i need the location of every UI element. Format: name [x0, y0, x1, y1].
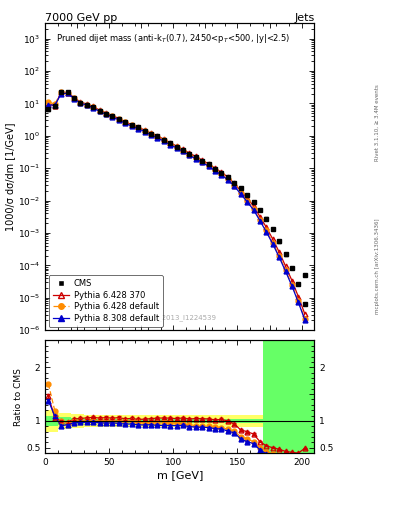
- Bar: [199, 415, 212, 427]
- Bar: [96, 419, 109, 422]
- Bar: [173, 415, 186, 427]
- Bar: [276, 340, 289, 453]
- Bar: [289, 340, 301, 453]
- Bar: [148, 415, 161, 427]
- Bar: [199, 419, 212, 422]
- Bar: [96, 415, 109, 427]
- Bar: [263, 340, 276, 453]
- Bar: [71, 414, 84, 428]
- Bar: [212, 419, 225, 422]
- Bar: [250, 419, 263, 422]
- Bar: [212, 415, 225, 427]
- Bar: [58, 413, 71, 429]
- Text: 7000 GeV pp: 7000 GeV pp: [45, 13, 118, 23]
- Bar: [263, 340, 276, 453]
- Text: Rivet 3.1.10, ≥ 3.4M events: Rivet 3.1.10, ≥ 3.4M events: [375, 84, 380, 161]
- Bar: [122, 419, 135, 422]
- Y-axis label: Ratio to CMS: Ratio to CMS: [14, 368, 23, 426]
- Bar: [301, 340, 314, 453]
- Bar: [276, 340, 289, 453]
- Bar: [148, 419, 161, 422]
- Bar: [225, 419, 237, 422]
- Bar: [250, 415, 263, 427]
- Bar: [301, 340, 314, 453]
- Bar: [122, 415, 135, 427]
- Bar: [237, 419, 250, 422]
- Bar: [109, 415, 122, 427]
- Bar: [45, 410, 58, 432]
- Bar: [71, 418, 84, 423]
- Legend: CMS, Pythia 6.428 370, Pythia 6.428 default, Pythia 8.308 default: CMS, Pythia 6.428 370, Pythia 6.428 defa…: [48, 275, 163, 327]
- Text: Pruned dijet mass (anti-k$_T$(0.7), 2450<p$_T$<500, |y|<2.5): Pruned dijet mass (anti-k$_T$(0.7), 2450…: [56, 32, 290, 45]
- Bar: [237, 415, 250, 427]
- Text: mcplots.cern.ch [arXiv:1306.3436]: mcplots.cern.ch [arXiv:1306.3436]: [375, 219, 380, 314]
- Bar: [84, 415, 96, 428]
- Y-axis label: 1000/σ dσ/dm [1/GeV]: 1000/σ dσ/dm [1/GeV]: [5, 122, 15, 231]
- Text: Jets: Jets: [294, 13, 314, 23]
- Bar: [289, 340, 301, 453]
- Bar: [161, 419, 173, 422]
- X-axis label: m [GeV]: m [GeV]: [156, 470, 203, 480]
- Bar: [173, 419, 186, 422]
- Bar: [161, 415, 173, 427]
- Bar: [186, 419, 199, 422]
- Bar: [225, 415, 237, 427]
- Bar: [45, 416, 58, 426]
- Bar: [186, 415, 199, 427]
- Bar: [84, 419, 96, 423]
- Bar: [109, 419, 122, 422]
- Bar: [135, 415, 148, 427]
- Text: CMS_2013_I1224539: CMS_2013_I1224539: [143, 314, 216, 321]
- Bar: [58, 417, 71, 424]
- Bar: [135, 419, 148, 422]
